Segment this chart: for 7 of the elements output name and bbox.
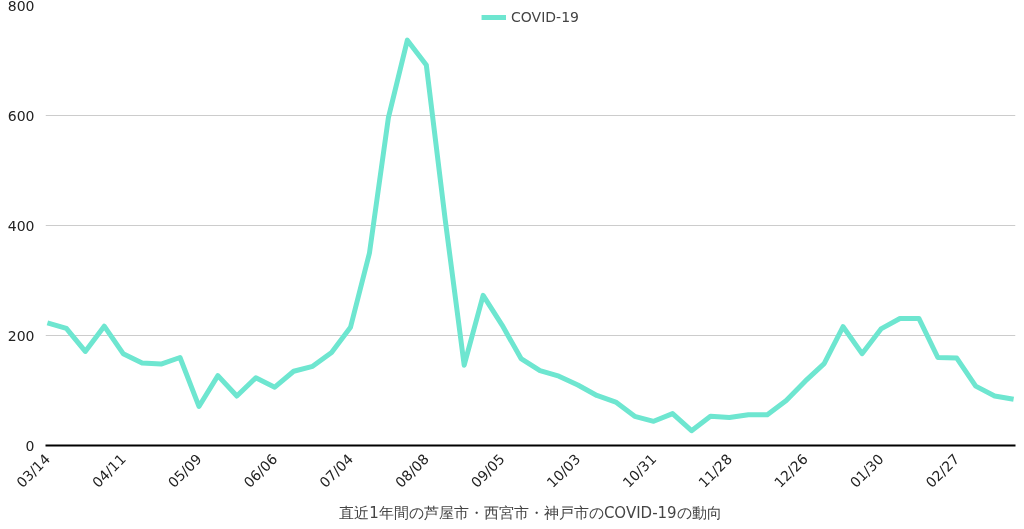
y-tick-label: 0 <box>25 437 35 454</box>
y-tick-label: 600 <box>7 107 35 124</box>
x-axis-title: 直近1年間の芦屋市・西宮市・神戸市のCOVID-19の動向 <box>339 504 722 523</box>
y-tick-label: 400 <box>7 217 35 234</box>
legend-label: COVID-19 <box>511 9 579 25</box>
y-tick-label: 800 <box>7 0 35 14</box>
y-tick-label: 200 <box>7 327 35 344</box>
